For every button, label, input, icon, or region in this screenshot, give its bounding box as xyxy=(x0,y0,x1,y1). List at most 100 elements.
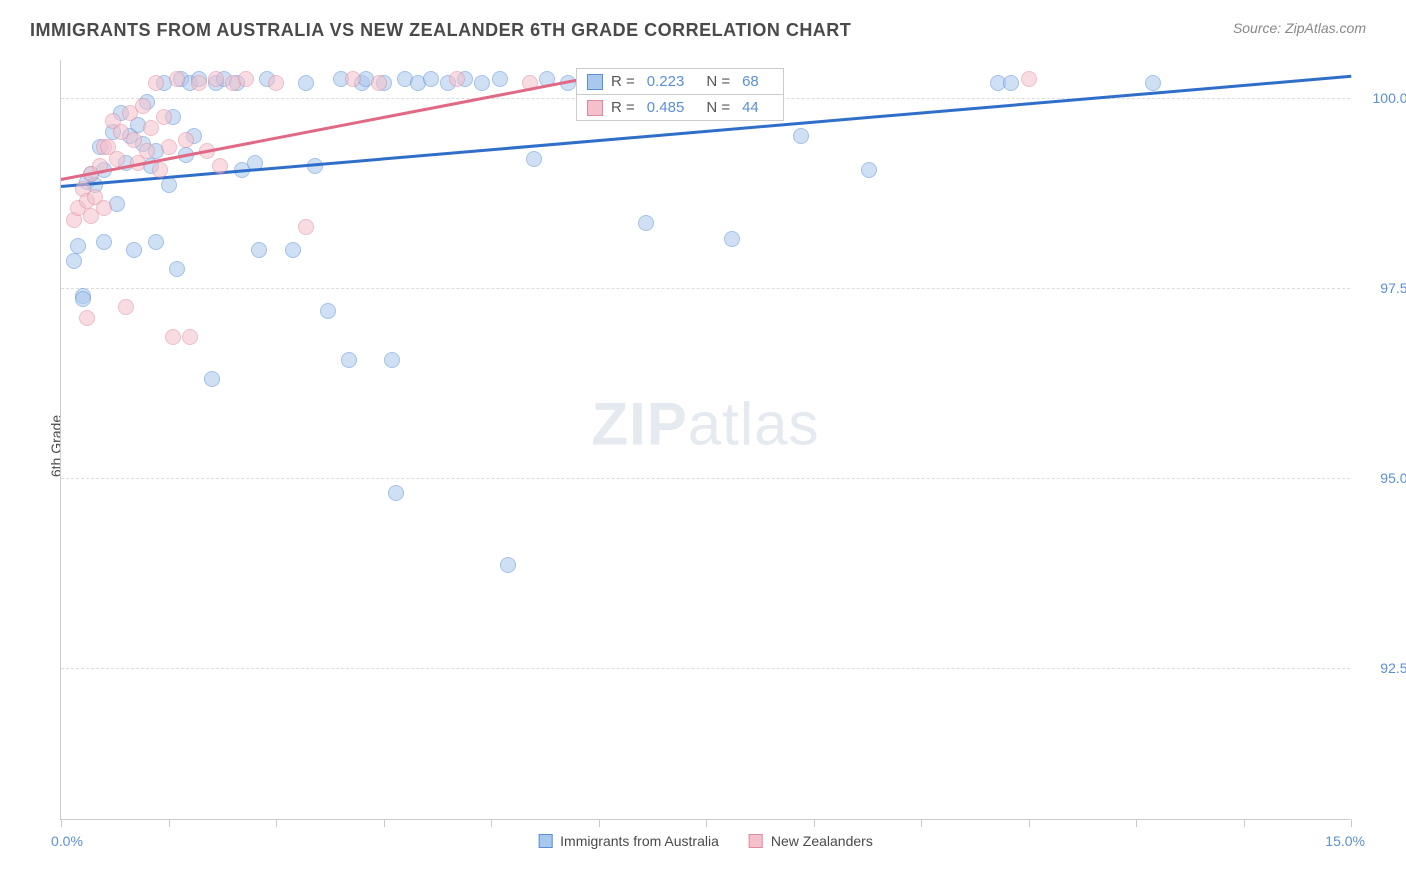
x-tick xyxy=(706,819,707,827)
x-tick xyxy=(599,819,600,827)
scatter-point xyxy=(148,75,164,91)
scatter-point xyxy=(388,485,404,501)
scatter-point xyxy=(384,352,400,368)
x-tick xyxy=(1244,819,1245,827)
scatter-point xyxy=(251,242,267,258)
scatter-point xyxy=(861,162,877,178)
stats-r-value-2: 0.485 xyxy=(647,99,685,116)
scatter-point xyxy=(161,139,177,155)
scatter-point xyxy=(156,109,172,125)
scatter-point xyxy=(178,132,194,148)
legend-item-2: New Zealanders xyxy=(749,833,873,849)
scatter-point xyxy=(345,71,361,87)
y-tick-label: 95.0% xyxy=(1380,470,1406,486)
scatter-point xyxy=(148,234,164,250)
scatter-point xyxy=(423,71,439,87)
stats-r-label: R = xyxy=(611,73,635,90)
stats-n-value-2: 44 xyxy=(742,99,759,116)
x-tick xyxy=(169,819,170,827)
legend-label-2: New Zealanders xyxy=(771,833,873,849)
scatter-point xyxy=(165,329,181,345)
scatter-point xyxy=(492,71,508,87)
stats-row-series-2: R = 0.485 N = 44 xyxy=(577,95,783,120)
scatter-point xyxy=(285,242,301,258)
scatter-point xyxy=(152,162,168,178)
scatter-point xyxy=(118,299,134,315)
scatter-point xyxy=(474,75,490,91)
y-tick-label: 92.5% xyxy=(1380,660,1406,676)
stats-r-label: R = xyxy=(611,99,635,116)
scatter-point xyxy=(161,177,177,193)
scatter-point xyxy=(191,75,207,91)
scatter-point xyxy=(793,128,809,144)
stats-r-value-1: 0.223 xyxy=(647,73,685,90)
legend-swatch-1 xyxy=(538,834,552,848)
scatter-point xyxy=(212,158,228,174)
scatter-point xyxy=(75,291,91,307)
chart-legend: Immigrants from Australia New Zealanders xyxy=(538,833,873,849)
scatter-point xyxy=(526,151,542,167)
scatter-point xyxy=(1145,75,1161,91)
x-tick xyxy=(384,819,385,827)
legend-label-1: Immigrants from Australia xyxy=(560,833,719,849)
watermark-bold: ZIP xyxy=(591,391,687,458)
correlation-stats-box: R = 0.223 N = 68 R = 0.485 N = 44 xyxy=(576,68,784,121)
scatter-point xyxy=(70,238,86,254)
scatter-point xyxy=(724,231,740,247)
legend-item-1: Immigrants from Australia xyxy=(538,833,719,849)
scatter-point xyxy=(1021,71,1037,87)
x-axis-min-label: 0.0% xyxy=(51,833,83,849)
scatter-point xyxy=(109,151,125,167)
scatter-point xyxy=(182,329,198,345)
x-tick xyxy=(814,819,815,827)
x-tick xyxy=(276,819,277,827)
scatter-point xyxy=(126,242,142,258)
stats-n-value-1: 68 xyxy=(742,73,759,90)
scatter-point xyxy=(298,219,314,235)
x-tick xyxy=(1029,819,1030,827)
watermark-light: atlas xyxy=(688,391,820,458)
scatter-point xyxy=(449,71,465,87)
x-tick xyxy=(1351,819,1352,827)
scatter-point xyxy=(238,71,254,87)
y-tick-label: 100.0% xyxy=(1373,90,1406,106)
watermark: ZIPatlas xyxy=(591,390,819,459)
scatter-point xyxy=(96,200,112,216)
scatter-point xyxy=(135,98,151,114)
stats-swatch-2 xyxy=(587,100,603,116)
x-axis-max-label: 15.0% xyxy=(1325,833,1365,849)
chart-plot-area: ZIPatlas R = 0.223 N = 68 R = 0.485 N = … xyxy=(60,60,1350,820)
scatter-point xyxy=(169,261,185,277)
chart-title: IMMIGRANTS FROM AUSTRALIA VS NEW ZEALAND… xyxy=(30,20,851,41)
scatter-point xyxy=(208,71,224,87)
scatter-point xyxy=(1003,75,1019,91)
stats-n-label: N = xyxy=(706,99,730,116)
scatter-point xyxy=(298,75,314,91)
x-tick xyxy=(491,819,492,827)
scatter-point xyxy=(143,120,159,136)
scatter-point xyxy=(96,234,112,250)
scatter-point xyxy=(500,557,516,573)
scatter-point xyxy=(638,215,654,231)
legend-swatch-2 xyxy=(749,834,763,848)
scatter-point xyxy=(320,303,336,319)
scatter-point xyxy=(204,371,220,387)
x-tick xyxy=(1136,819,1137,827)
scatter-point xyxy=(371,75,387,91)
scatter-point xyxy=(79,310,95,326)
scatter-point xyxy=(341,352,357,368)
y-tick-label: 97.5% xyxy=(1380,280,1406,296)
source-label: Source: ZipAtlas.com xyxy=(1233,20,1366,36)
x-tick xyxy=(61,819,62,827)
stats-swatch-1 xyxy=(587,74,603,90)
stats-n-label: N = xyxy=(706,73,730,90)
stats-row-series-1: R = 0.223 N = 68 xyxy=(577,69,783,95)
gridline xyxy=(61,478,1350,479)
scatter-point xyxy=(169,71,185,87)
scatter-point xyxy=(66,253,82,269)
gridline xyxy=(61,288,1350,289)
scatter-point xyxy=(139,143,155,159)
x-tick xyxy=(921,819,922,827)
gridline xyxy=(61,668,1350,669)
scatter-point xyxy=(268,75,284,91)
